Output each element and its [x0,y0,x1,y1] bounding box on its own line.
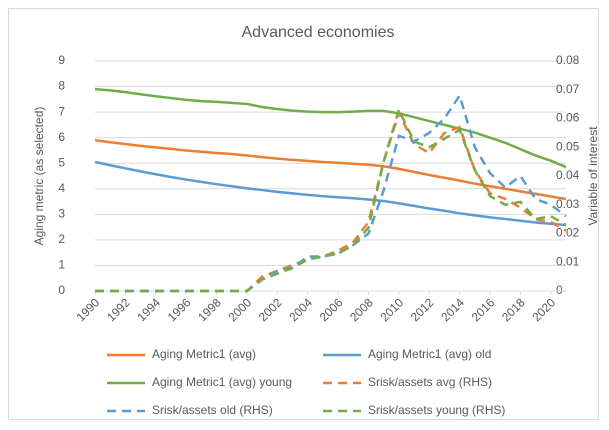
y2-tick-label: 0.05 [556,139,580,153]
y2-tick-label: 0.02 [556,226,580,240]
y-tick-label: 3 [58,207,65,221]
legend-label: Srisk/assets old (RHS) [152,403,273,417]
legend-label: Aging Metric1 (avg) young [152,375,292,389]
y-tick-label: 1 [58,258,65,272]
y-tick-label: 7 [58,104,65,118]
y-tick-label: 2 [58,232,65,246]
legend-label: Aging Metric1 (avg) [152,347,256,361]
y2-tick-label: 0.08 [556,53,580,67]
y-tick-label: 0 [58,283,65,297]
series-line [94,87,567,169]
y2-tick-label: 0 [556,283,563,297]
y-axis-label: Aging metric (as selected) [32,107,46,246]
series-line [94,138,567,201]
y-tick-label: 6 [58,130,65,144]
y-tick-label: 8 [58,79,65,93]
legend-label: Srisk/assets young (RHS) [368,403,505,417]
y2-tick-label: 0.04 [556,168,580,182]
legend-label: Srisk/assets avg (RHS) [368,375,492,389]
y2-tick-label: 0.07 [556,82,580,96]
series-line [95,106,567,293]
legend-label: Aging Metric1 (avg) old [368,347,491,361]
y2-tick-label: 0.03 [556,197,580,211]
y-tick-label: 4 [58,181,65,195]
y-tick-label: 5 [58,155,65,169]
y2-tick-label: 0.01 [556,254,580,268]
y2-tick-label: 0.06 [556,111,580,125]
series-line [94,160,567,227]
chart-title: Advanced economies [242,24,395,41]
y-tick-label: 9 [58,53,65,67]
y2-axis-label: Variable of interest [586,126,600,226]
